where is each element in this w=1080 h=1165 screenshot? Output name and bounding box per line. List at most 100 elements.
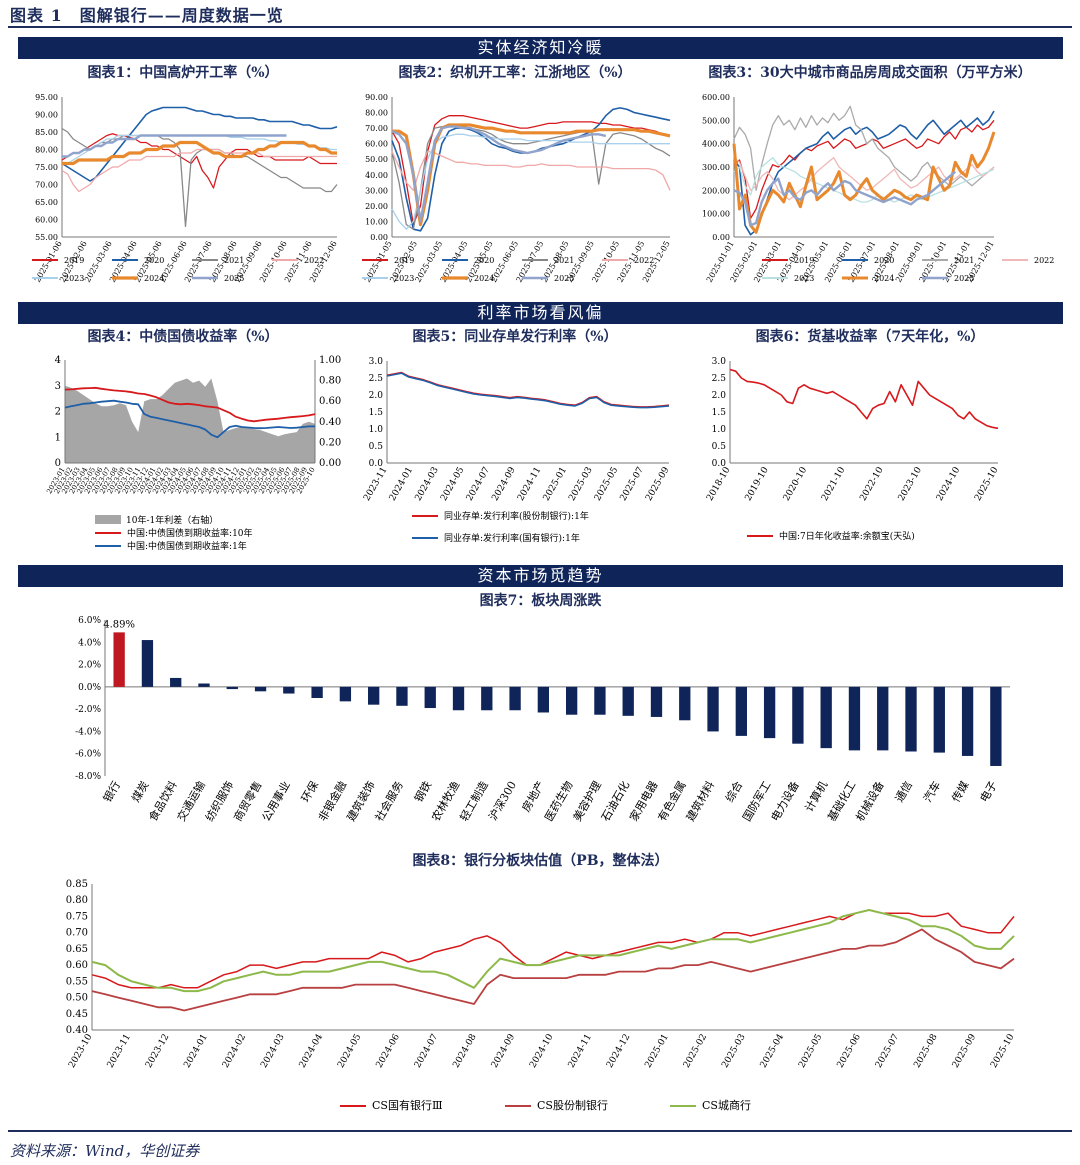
bar-银行 bbox=[113, 632, 125, 687]
chart-blast-furnace: 55.00 60.00 65.00 70.00 75.00 80.00 85.00 90.00… bbox=[32, 93, 339, 284]
x-tick-label: 2025-10 bbox=[973, 465, 1000, 503]
y-tick-label: 3 bbox=[55, 381, 61, 392]
y-tick-label: 1 bbox=[55, 432, 61, 443]
bar-轻工制造 bbox=[481, 686, 493, 711]
bar-商贸零售 bbox=[254, 686, 267, 692]
x-tick-label: 2024-09 bbox=[490, 1032, 517, 1070]
y-tick-label: 100.00 bbox=[702, 210, 730, 219]
x-tick-label: 2025-01 bbox=[643, 1033, 670, 1070]
section-banner-rates: 利率市场看风偏 bbox=[18, 302, 1063, 324]
y-tick-label: 0.55 bbox=[66, 976, 88, 987]
series-line-CS城商行 bbox=[91, 909, 1015, 993]
legend-label: 2023 bbox=[794, 274, 814, 283]
bar-食品饮料 bbox=[170, 677, 182, 687]
y-tick-label: 0.00 bbox=[319, 458, 341, 469]
category-label: 环保 bbox=[298, 779, 321, 805]
x-tick-label: 2025-06 bbox=[836, 1032, 863, 1070]
legend-label: 2025 bbox=[954, 274, 974, 283]
category-label: 计算机 bbox=[802, 779, 831, 815]
x-tick-label: 2024-07 bbox=[413, 1032, 440, 1070]
y-tick-label: 60.00 bbox=[35, 216, 58, 225]
section-banner-capital: 资本市场觅趋势 bbox=[18, 565, 1063, 587]
y-tick-label: -6.0% bbox=[75, 750, 101, 760]
legend-label: 同业存单:发行利率(国有银行):1年 bbox=[444, 532, 580, 544]
y-tick-label: 0.0% bbox=[78, 683, 101, 693]
y-tick-label: 2 bbox=[55, 407, 61, 418]
figure-title: 图表 1 图解银行——周度数据一览 bbox=[10, 6, 284, 25]
y-tick-label: -2.0% bbox=[75, 705, 101, 715]
y-tick-label: 4 bbox=[55, 355, 61, 366]
y-tick-label: 80.00 bbox=[365, 109, 388, 118]
x-tick-label: 2025-05 bbox=[593, 465, 620, 503]
y-tick-label: 90.00 bbox=[365, 93, 388, 102]
bar-电力设备 bbox=[792, 686, 804, 744]
x-tick-label: 2024-09 bbox=[490, 465, 517, 503]
legend-label: 10年-1年利差（右轴） bbox=[126, 514, 218, 526]
bar-基础化工 bbox=[848, 686, 861, 751]
bar-煤炭 bbox=[141, 640, 154, 687]
category-label: 煤炭 bbox=[129, 779, 151, 805]
chart-title-8: 图表8：银行分板块估值（PB，整体法） bbox=[412, 853, 669, 869]
y-tick-label: 30.00 bbox=[365, 186, 388, 195]
x-tick-label: 2025-10 bbox=[989, 1032, 1016, 1070]
chart-housing-volume: 0.00 100.00 200.00 300.00 400.00 500.00 600.00… bbox=[702, 93, 1054, 284]
y-tick-label: 95.00 bbox=[35, 93, 58, 102]
y-tick-label: 0.75 bbox=[66, 911, 88, 922]
chart-title-1: 图表1：中国高炉开工率（%） bbox=[87, 65, 279, 81]
x-tick-label: 2024-07 bbox=[465, 465, 492, 503]
chart-sector-weekly: -8.0% -6.0% -4.0% -2.0% 0.0% 2.0% 4.0% 6.0% 银行 煤炭… bbox=[75, 616, 1010, 824]
x-tick-label: 2024-03 bbox=[259, 1032, 286, 1070]
series-line-CS股份制银行 bbox=[91, 928, 1015, 1012]
y-tick-label: 500.00 bbox=[702, 116, 730, 125]
y-tick-label: 55.00 bbox=[35, 233, 58, 242]
x-tick-label: 2025-01 bbox=[542, 466, 569, 503]
x-tick-label: 2023-10 bbox=[67, 1032, 94, 1070]
bar-计算机 bbox=[820, 686, 832, 749]
footer-rule bbox=[8, 1130, 1072, 1132]
bar-电子 bbox=[990, 686, 1002, 766]
category-label: 银行 bbox=[100, 779, 123, 805]
y-tick-label: 65.00 bbox=[35, 198, 58, 207]
series-line-2025 bbox=[391, 125, 607, 223]
y-tick-label: -4.0% bbox=[75, 727, 101, 737]
bar-家用电器 bbox=[650, 686, 663, 717]
bar-房地产 bbox=[537, 686, 550, 713]
y-tick-label: 0.60 bbox=[66, 960, 88, 971]
x-tick-label: 2025-02 bbox=[682, 1033, 709, 1070]
bar-医药生物 bbox=[565, 686, 578, 715]
category-label: 钢铁 bbox=[412, 779, 434, 805]
y-tick-label: 0.00 bbox=[712, 233, 730, 242]
series-line-2021 bbox=[733, 105, 995, 191]
chart-title-5: 图表5：同业存单发行利率（%） bbox=[412, 329, 618, 345]
series-line-2021 bbox=[391, 125, 671, 230]
bar-环保 bbox=[311, 686, 323, 698]
series-line-中国:中债国债到期收益率:1年 bbox=[64, 399, 315, 439]
y-tick-label: 1.0 bbox=[712, 425, 727, 435]
legend-label: 中国:中债国债到期收益率:1年 bbox=[127, 540, 247, 552]
series-line-2022 bbox=[391, 150, 671, 191]
category-label: 沪深300 bbox=[485, 779, 519, 823]
y-tick-label: 0.40 bbox=[66, 1025, 88, 1036]
chart-ncd-rate: 0.00.51.01.52.02.53.02023-112024-012024-… bbox=[362, 357, 671, 544]
series-line-2024 bbox=[392, 123, 671, 227]
x-tick-label: 2025-03 bbox=[567, 465, 594, 503]
x-tick-label: 2025-05 bbox=[797, 1032, 824, 1070]
y-tick-label: 2.0 bbox=[369, 391, 384, 401]
y-tick-label: 0.50 bbox=[66, 993, 88, 1004]
y-tick-label: 10.00 bbox=[365, 217, 388, 226]
bar-社会服务 bbox=[396, 686, 408, 706]
chart-title-4: 图表4：中债国债收益率（%） bbox=[87, 329, 279, 345]
series-line-2019 bbox=[733, 119, 995, 219]
section-banner-economy: 实体经济知冷暖 bbox=[18, 37, 1063, 59]
category-label: 综合 bbox=[722, 779, 745, 805]
x-tick-label: 2024-10 bbox=[935, 465, 962, 503]
source-note: 资料来源：Wind，华创证券 bbox=[10, 1142, 200, 1160]
x-tick-label: 2025-07 bbox=[874, 1032, 901, 1070]
category-label: 公用事业 bbox=[260, 779, 293, 824]
category-label: 通信 bbox=[893, 779, 915, 805]
x-tick-label: 2025-08 bbox=[912, 1032, 939, 1070]
category-label: 电子 bbox=[978, 779, 1000, 805]
chart-bank-pb: 0.40 0.45 0.50 0.55 0.60 0.65 0.70 0.75 0.80 0.85… bbox=[66, 879, 1017, 1112]
x-tick-label: 2021-10 bbox=[820, 465, 847, 503]
bar-公用事业 bbox=[283, 686, 295, 694]
